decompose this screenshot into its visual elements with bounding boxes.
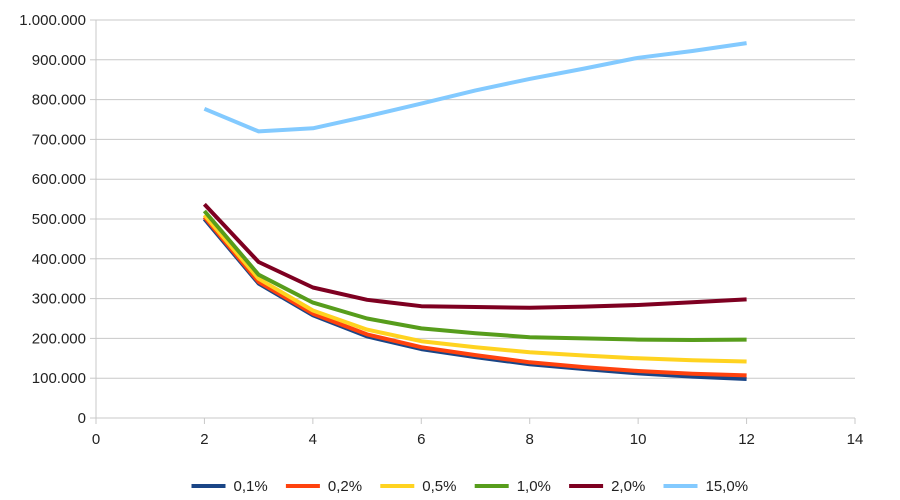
- y-tick-label: 800.000: [32, 92, 86, 109]
- legend-label: 0,2%: [328, 478, 362, 495]
- legend-label: 0,1%: [234, 478, 268, 495]
- series-line-1: [202, 215, 747, 378]
- y-tick-label: 0: [78, 410, 86, 427]
- y-tick-label: 400.000: [32, 251, 86, 268]
- y-tick-label: 300.000: [32, 291, 86, 308]
- x-tick-label: 14: [847, 431, 864, 448]
- x-tick-label: 10: [630, 431, 647, 448]
- y-tick-label: 200.000: [32, 330, 86, 347]
- legend-label: 1,0%: [517, 478, 551, 495]
- x-tick-label: 6: [417, 431, 425, 448]
- series-line-2: [202, 213, 747, 364]
- x-tick-label: 0: [92, 431, 100, 448]
- y-tick-label: 700.000: [32, 131, 86, 148]
- x-tick-label: 8: [526, 431, 534, 448]
- x-tick-label: 2: [200, 431, 208, 448]
- y-axis: 0 100.000 200.000 300.000 400.000 500.000 600.…: [19, 12, 86, 427]
- grid: [90, 19, 856, 424]
- y-tick-label: 500.000: [32, 211, 86, 228]
- series-line-5: [203, 41, 747, 134]
- legend-label: 15,0%: [706, 478, 749, 495]
- legend: 0,1% 0,2% 0,5% 1,0% 2,0% 15,0%: [191, 478, 749, 495]
- y-tick-label: 1.000.000: [19, 12, 86, 29]
- y-tick-label: 100.000: [32, 370, 86, 387]
- series-line-4: [202, 202, 747, 310]
- series-line-3: [202, 209, 747, 342]
- legend-label: 0,5%: [422, 478, 456, 495]
- y-tick-label: 600.000: [32, 171, 86, 188]
- legend-label: 2,0%: [611, 478, 645, 495]
- x-tick-label: 4: [309, 431, 317, 448]
- series-layer: [202, 41, 747, 381]
- x-axis: 0 2 4 6 8 10 12 14: [92, 431, 864, 448]
- x-tick-label: 12: [738, 431, 755, 448]
- y-tick-label: 900.000: [32, 52, 86, 69]
